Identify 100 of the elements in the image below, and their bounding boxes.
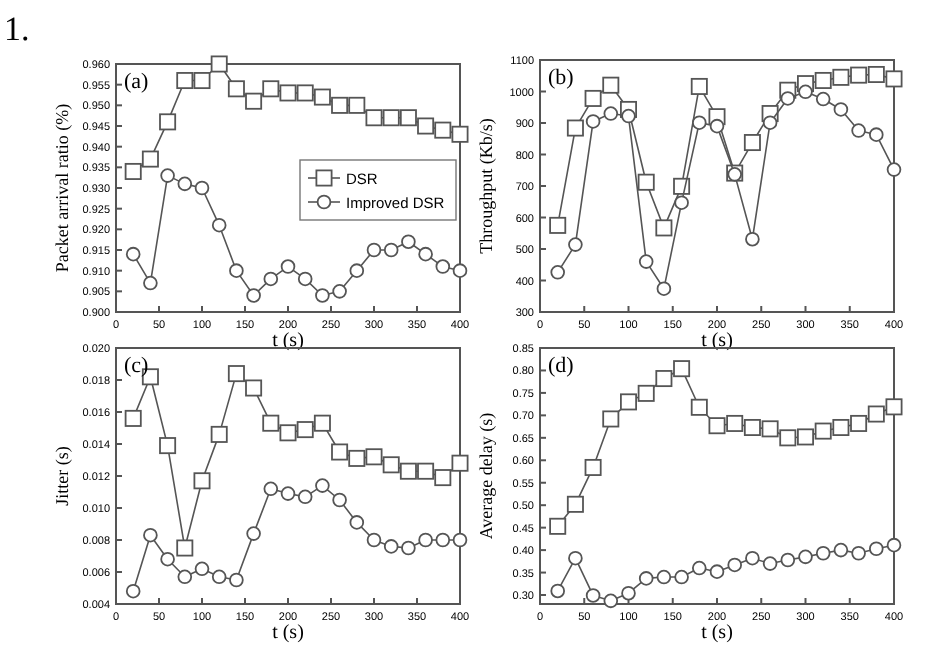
point [674, 195, 689, 210]
point [585, 114, 601, 129]
point [620, 393, 637, 411]
point [655, 370, 673, 388]
point [313, 414, 331, 432]
point [401, 540, 416, 556]
point [886, 162, 902, 177]
point [193, 472, 211, 490]
point [603, 106, 619, 121]
point [451, 125, 469, 143]
point [762, 115, 778, 130]
point [885, 398, 903, 416]
point [638, 254, 654, 269]
point [279, 424, 297, 442]
point [401, 234, 416, 250]
point [637, 384, 655, 402]
point [313, 88, 331, 106]
point [656, 281, 672, 296]
point [332, 492, 347, 508]
point [832, 418, 850, 436]
point [434, 469, 452, 487]
point [262, 80, 280, 98]
point [349, 263, 365, 278]
point [399, 109, 417, 127]
point [211, 569, 227, 585]
annotation: (d) [548, 354, 575, 378]
point [418, 246, 433, 262]
point [263, 271, 279, 287]
point [692, 115, 707, 130]
point [833, 542, 849, 558]
point [637, 173, 655, 191]
annotation: (c) [124, 354, 150, 378]
y-axis-title: Jitter (s) [52, 446, 72, 506]
point [160, 551, 175, 567]
point [210, 425, 228, 443]
point [762, 556, 778, 571]
point [124, 162, 142, 180]
point [603, 593, 619, 609]
point [297, 271, 313, 287]
point [585, 588, 601, 603]
point [349, 515, 365, 530]
point [331, 96, 349, 114]
point [797, 428, 814, 446]
point [125, 246, 141, 262]
point [246, 288, 261, 303]
point [418, 532, 433, 548]
point [210, 55, 228, 73]
point [745, 550, 760, 566]
point [227, 365, 245, 383]
point [245, 379, 263, 397]
point [365, 448, 383, 466]
point [550, 265, 565, 280]
point [656, 569, 672, 585]
point [366, 242, 382, 258]
point [549, 517, 567, 535]
point [566, 119, 584, 137]
point [229, 572, 244, 588]
point [177, 569, 193, 585]
point [160, 168, 175, 183]
point [279, 84, 297, 102]
point [674, 569, 689, 585]
point [315, 288, 330, 303]
point [743, 134, 761, 152]
point [435, 532, 451, 548]
point [193, 72, 211, 90]
point [159, 113, 177, 131]
point [549, 216, 567, 234]
point [435, 259, 451, 274]
point [296, 84, 314, 102]
point [568, 550, 583, 566]
point [332, 284, 347, 299]
point [621, 108, 636, 124]
point [886, 537, 902, 553]
point [780, 552, 796, 568]
point [798, 549, 813, 565]
annotation: (a) [124, 70, 150, 94]
y-axis-title: Packet arrival ratio (%) [52, 103, 72, 273]
point [382, 456, 400, 474]
point [780, 91, 796, 106]
point [262, 414, 280, 432]
x-axis-title: t (s) [272, 622, 304, 644]
point [566, 495, 584, 513]
point [621, 585, 636, 601]
point [211, 217, 227, 233]
point [690, 398, 708, 416]
point [399, 462, 417, 480]
y-axis-title: Average delay (s) [476, 412, 496, 540]
point [550, 583, 565, 599]
point [885, 70, 903, 88]
point [315, 478, 330, 493]
point [832, 68, 850, 86]
point [867, 65, 885, 83]
point [452, 532, 468, 548]
point [779, 429, 797, 447]
point [227, 80, 245, 98]
point [143, 275, 158, 291]
point [348, 96, 366, 114]
point [383, 242, 399, 258]
point [434, 121, 452, 139]
point [815, 91, 831, 107]
